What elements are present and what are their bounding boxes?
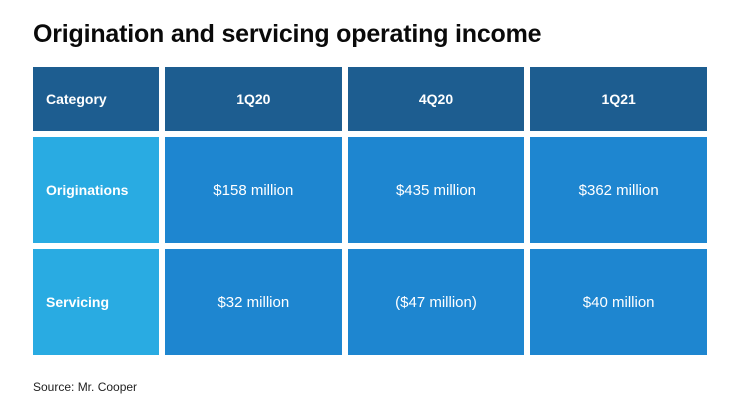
originations-1q21-value: $362 million (530, 137, 707, 243)
servicing-1q20-value: $32 million (165, 249, 342, 355)
servicing-1q21-value: $40 million (530, 249, 707, 355)
row-label-servicing: Servicing (33, 249, 159, 355)
originations-4q20-value: $435 million (347, 137, 525, 243)
column-header-4q20: 4Q20 (347, 67, 525, 131)
page-title: Origination and servicing operating inco… (33, 20, 542, 48)
column-header-1q20: 1Q20 (165, 67, 342, 131)
source-attribution: Source: Mr. Cooper (33, 380, 138, 394)
originations-1q20-value: $158 million (165, 137, 342, 243)
row-label-originations: Originations (33, 137, 159, 243)
column-header-1q21: 1Q21 (530, 67, 707, 131)
servicing-4q20-value: ($47 million) (347, 249, 525, 355)
operating-income-table: Category 1Q20 4Q20 1Q21 Originations $15… (33, 67, 707, 355)
column-header-category: Category (33, 67, 159, 131)
